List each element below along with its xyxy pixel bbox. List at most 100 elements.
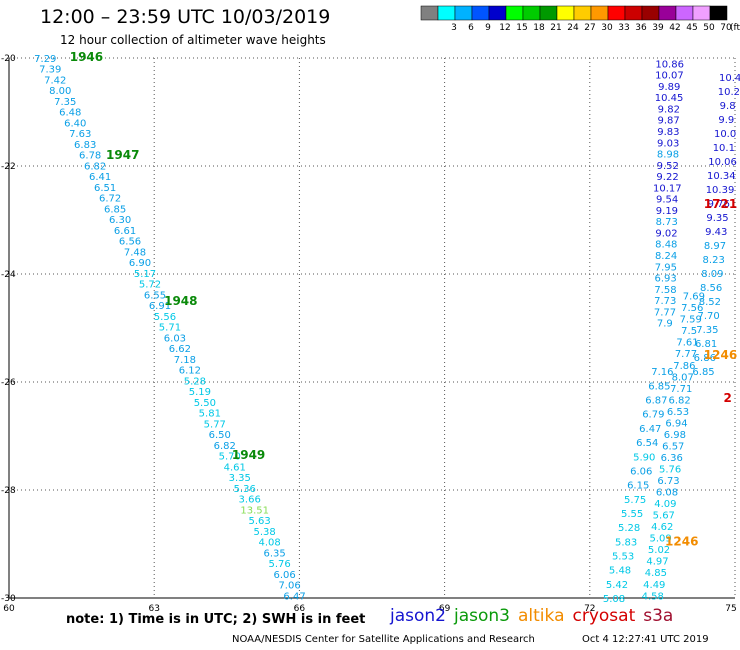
wave-height-point: 4.97 bbox=[646, 557, 668, 568]
wave-height-point: 5.55 bbox=[621, 509, 643, 520]
colorbar-label: 70 bbox=[720, 23, 732, 33]
wave-height-point: 6.53 bbox=[667, 407, 689, 418]
wave-height-point: 9.9 bbox=[718, 115, 734, 126]
wave-height-point: 7.69 bbox=[683, 292, 705, 303]
pass-time-label: 1721 bbox=[704, 197, 737, 211]
colorbar-label: 9 bbox=[485, 23, 491, 33]
wave-height-point: 7.56 bbox=[681, 303, 703, 314]
wave-height-point: 6.57 bbox=[662, 441, 684, 452]
wave-height-point: 7.95 bbox=[655, 262, 677, 273]
colorbar-swatch bbox=[658, 5, 677, 21]
wave-height-point: 5.76 bbox=[659, 465, 681, 476]
wave-height-point: 8.98 bbox=[657, 150, 679, 161]
wave-height-point: 7.73 bbox=[654, 296, 676, 307]
wave-height-point: 8.07 bbox=[672, 372, 694, 383]
wave-height-point: 6.78 bbox=[79, 151, 101, 162]
colorbar-swatch bbox=[590, 5, 609, 21]
wave-height-point: 8.48 bbox=[655, 240, 677, 251]
wave-height-point: 5.02 bbox=[648, 545, 670, 556]
wave-height-point: 10.06 bbox=[708, 157, 737, 168]
colorbar-swatch bbox=[709, 5, 728, 21]
colorbar-swatch bbox=[454, 5, 473, 21]
wave-height-point: 6.81 bbox=[695, 339, 717, 350]
pass-time-label: 1947 bbox=[106, 148, 139, 162]
wave-height-point: 5.75 bbox=[624, 495, 646, 506]
generated-time: Oct 4 12:27:41 UTC 2019 bbox=[582, 634, 709, 645]
wave-height-point: 6.85 bbox=[692, 367, 714, 378]
wave-height-point: 7.59 bbox=[680, 315, 702, 326]
wave-height-point: 5.28 bbox=[184, 376, 206, 387]
wave-height-point: 7.61 bbox=[676, 338, 698, 349]
page-subtitle: 12 hour collection of altimeter wave hei… bbox=[60, 33, 326, 47]
wave-height-point: 9.03 bbox=[657, 138, 679, 149]
wave-height-point: 5.90 bbox=[633, 452, 655, 463]
wave-height-point: 6.55 bbox=[144, 290, 166, 301]
y-tick-label: -28 bbox=[1, 486, 16, 496]
wave-height-point: 5.76 bbox=[268, 559, 290, 570]
pass-time-label: 2 bbox=[724, 391, 732, 405]
colorbar-swatch bbox=[556, 5, 575, 21]
wave-height-point: 6.86 bbox=[694, 353, 716, 364]
wave-height-point: 6.82 bbox=[214, 441, 236, 452]
wave-height-point: 7.77 bbox=[675, 349, 697, 360]
footnote: note: 1) Time is in UTC; 2) SWH is in fe… bbox=[66, 612, 366, 627]
wave-height-point: 8.09 bbox=[701, 269, 723, 280]
wave-height-point: 10.86 bbox=[655, 59, 684, 70]
wave-height-point: 6.85 bbox=[104, 204, 126, 215]
colorbar-label: 27 bbox=[584, 23, 595, 33]
colorbar-label: 21 bbox=[550, 23, 561, 33]
wave-height-point: 9.22 bbox=[656, 172, 678, 183]
wave-height-point: 6.03 bbox=[164, 333, 186, 344]
wave-height-point: 5.28 bbox=[618, 523, 640, 534]
wave-height-point: 7.63 bbox=[69, 129, 91, 140]
wave-height-point: 4.85 bbox=[645, 568, 667, 579]
wave-height-point: 6.47 bbox=[283, 591, 305, 602]
wave-height-point: 7.9 bbox=[657, 319, 673, 330]
x-tick-label: 60 bbox=[3, 604, 15, 614]
y-tick-label: -24 bbox=[1, 270, 16, 280]
legend-altika: altika bbox=[518, 606, 565, 626]
colorbar-swatch bbox=[522, 5, 541, 21]
wave-height-point: 4.09 bbox=[654, 499, 676, 510]
wave-height-point: 10.07 bbox=[655, 71, 684, 82]
wave-height-point: 5.19 bbox=[189, 387, 211, 398]
pass-time-label: 1949 bbox=[232, 448, 265, 462]
wave-height-point: 9.8 bbox=[720, 101, 736, 112]
wave-height-point: 7.71 bbox=[670, 384, 692, 395]
wave-height-point: 4.61 bbox=[224, 462, 246, 473]
wave-height-point: 6.12 bbox=[179, 366, 201, 377]
pass-time-label: 1246 bbox=[665, 534, 698, 548]
colorbar-swatch bbox=[624, 5, 643, 21]
wave-height-point: 5.71 bbox=[159, 323, 181, 334]
colorbar-label: 30 bbox=[601, 23, 613, 33]
pass-time-label: 1948 bbox=[164, 294, 197, 308]
wave-height-point: 9.82 bbox=[658, 104, 680, 115]
satellite-legend: jason2 jason3 altika cryosat s3a bbox=[390, 606, 681, 626]
colorbar-label: 24 bbox=[567, 23, 579, 33]
colorbar-label: 33 bbox=[618, 23, 629, 33]
wave-height-point: 6.15 bbox=[627, 481, 649, 492]
wave-height-point: 5.38 bbox=[254, 527, 276, 538]
wave-height-point: 6.54 bbox=[636, 438, 658, 449]
wave-height-point: 6.91 bbox=[149, 301, 171, 312]
wave-height-point: 4.58 bbox=[642, 591, 664, 602]
wave-height-point: 5.70 bbox=[219, 452, 241, 463]
legend-jason3: jason3 bbox=[454, 606, 510, 626]
wave-height-point: 5.09 bbox=[649, 534, 671, 545]
wave-height-point: 6.73 bbox=[657, 476, 679, 487]
wave-height-point: 4.49 bbox=[643, 580, 665, 591]
wave-height-point: 7.58 bbox=[654, 285, 676, 296]
wave-height-point: 9.43 bbox=[705, 227, 727, 238]
colorbar-label: 36 bbox=[635, 23, 647, 33]
colorbar-swatch bbox=[692, 5, 711, 21]
colorbar-label: 42 bbox=[669, 23, 680, 33]
wave-height-point: 9.54 bbox=[656, 195, 678, 206]
colorbar-swatch bbox=[505, 5, 524, 21]
wave-height-point: 7.18 bbox=[174, 355, 196, 366]
wave-height-point: 6.06 bbox=[630, 466, 652, 477]
wave-height-point: 5.56 bbox=[154, 312, 176, 323]
wave-height-point: 6.90 bbox=[129, 258, 151, 269]
wave-height-point: 7.16 bbox=[651, 367, 673, 378]
colorbar-swatch bbox=[471, 5, 490, 21]
